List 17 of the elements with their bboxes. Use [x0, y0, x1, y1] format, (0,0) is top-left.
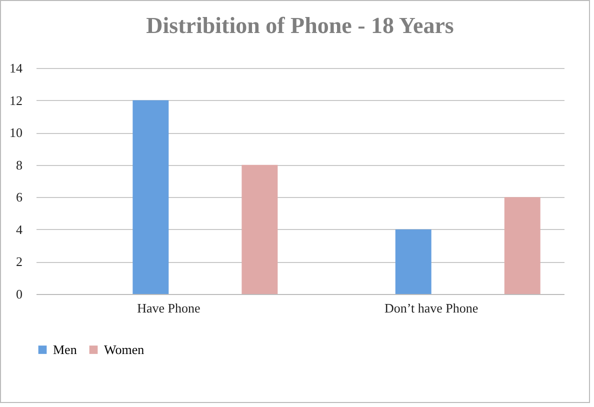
bar — [242, 164, 278, 294]
legend-label: Women — [104, 342, 145, 357]
bar — [132, 100, 169, 294]
y-tick-label: 2 — [16, 254, 22, 270]
y-tick-label: 6 — [16, 190, 23, 205]
bar — [504, 197, 540, 294]
y-tick-label: 8 — [16, 157, 22, 172]
legend-label: Men — [53, 342, 78, 357]
y-tick-label: 14 — [10, 60, 23, 76]
y-tick-label: 12 — [10, 92, 22, 108]
x-tick-label: Have Phone — [137, 300, 200, 316]
chart-title: Distribition of Phone - 18 Years — [146, 13, 454, 38]
bar — [395, 229, 432, 294]
y-tick-label: 4 — [16, 222, 23, 237]
x-tick-label: Don’t have Phone — [384, 300, 478, 316]
y-tick-label: 0 — [16, 286, 22, 302]
y-tick-label: 10 — [10, 125, 22, 140]
